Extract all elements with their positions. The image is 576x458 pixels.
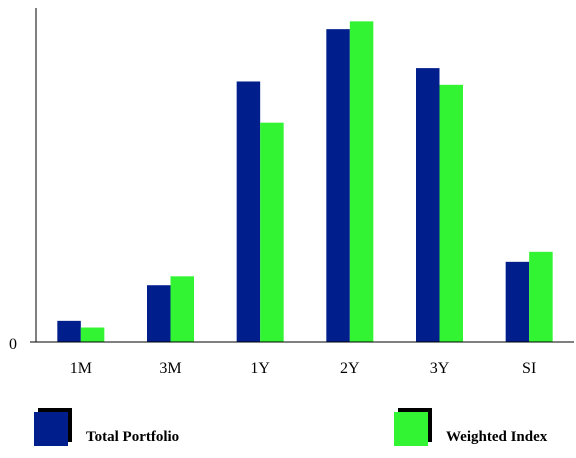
legend-swatch-total-portfolio [34,408,72,446]
x-tick-labels: 1M 3M 1Y 2Y 3Y SI [70,360,537,377]
bar-total-portfolio-1y [236,81,261,342]
x-tick-label-1y: 1Y [250,360,270,377]
x-tick-label-3y: 3Y [430,360,450,377]
x-tick-label-si: SI [522,360,536,377]
bar-total-portfolio-3y [416,68,440,343]
bars-group [57,21,553,343]
bar-weighted-index-1m [80,327,105,342]
bar-weighted-index-3y [439,84,463,342]
legend-swatch-weighted-index [394,408,432,446]
x-tick-label-2y: 2Y [340,360,360,377]
bar-total-portfolio-2y [326,29,350,343]
legend-label-weighted-index: Weighted Index [446,429,548,445]
bar-total-portfolio-si [505,261,530,342]
bar-weighted-index-si [529,251,553,342]
bar-weighted-index-3m [170,276,194,342]
bar-total-portfolio-3m [147,285,171,342]
y-tick-label-0: 0 [9,336,17,353]
x-tick-label-1m: 1M [70,360,92,377]
bar-weighted-index-1y [260,122,284,342]
bar-chart: 1M 3M 1Y 2Y 3Y SI 0 [9,8,574,377]
bar-weighted-index-2y [349,21,374,343]
x-tick-label-3m: 3M [159,360,181,377]
legend-label-total-portfolio: Total Portfolio [86,429,180,445]
bar-total-portfolio-1m [57,320,81,342]
